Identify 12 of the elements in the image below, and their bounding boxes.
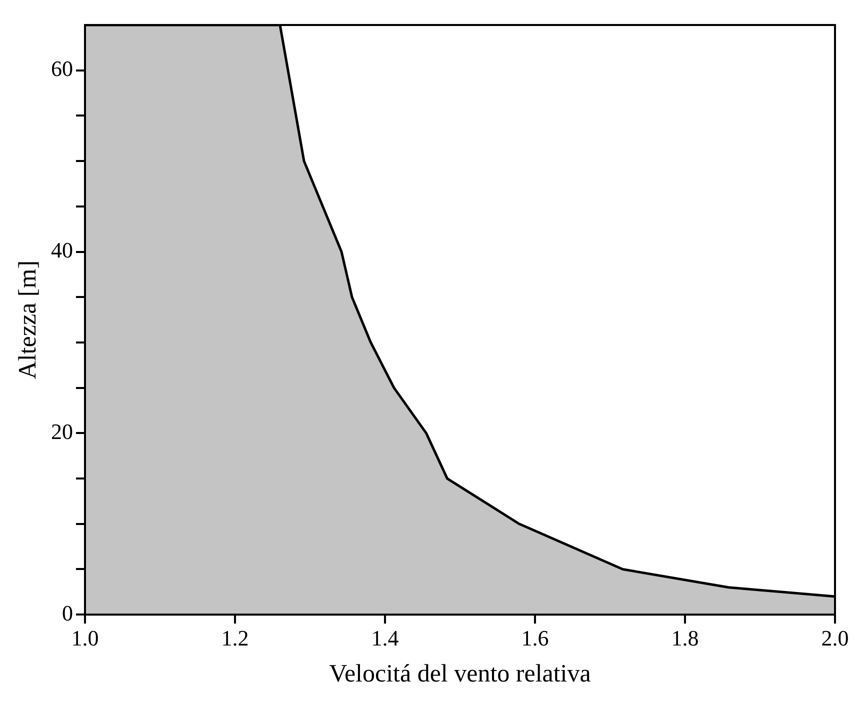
x-tick-label: 1.8 — [671, 626, 699, 651]
y-tick-label: 0 — [62, 600, 73, 626]
x-tick-label: 1.0 — [71, 626, 99, 651]
x-tick-label: 1.6 — [521, 626, 549, 651]
x-tick-label: 1.2 — [221, 626, 249, 651]
x-axis-title: Velocitá del vento relativa — [329, 660, 591, 688]
y-tick-label: 20 — [51, 418, 73, 444]
y-tick-label: 40 — [51, 238, 73, 263]
y-tick-label: 60 — [51, 56, 73, 82]
y-axis-title: Altezza [m] — [14, 260, 42, 380]
x-tick-label: 1.4 — [371, 626, 399, 651]
x-tick-label: 2.0 — [821, 626, 849, 651]
